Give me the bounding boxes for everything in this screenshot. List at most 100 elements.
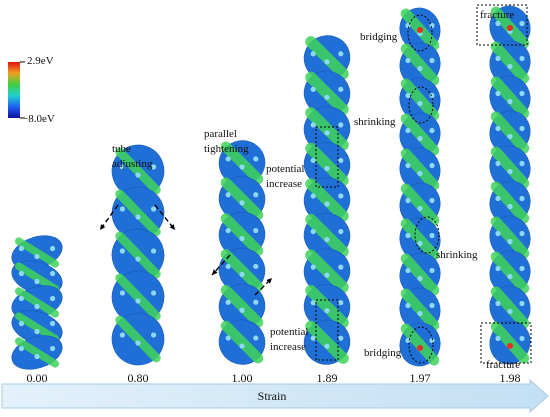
- atom-dot: [429, 92, 435, 99]
- strain-band: [14, 337, 60, 368]
- atom-dot: [18, 345, 24, 352]
- atom-dot: [338, 300, 344, 306]
- strain-band: [220, 249, 264, 292]
- atom-dot: [225, 227, 231, 234]
- strain-band: [400, 253, 440, 296]
- atom-dot: [50, 295, 56, 302]
- atom-dot: [338, 86, 344, 92]
- annotation-line: shrinking: [436, 249, 478, 261]
- atom-dot: [324, 94, 330, 100]
- atom-dot: [310, 264, 316, 270]
- strain-arrow: [1, 378, 549, 414]
- arrow-head: [212, 269, 218, 275]
- atom-dot: [519, 265, 525, 272]
- atom-dot: [50, 345, 56, 352]
- annotation: shrinking: [354, 116, 396, 128]
- atom-dot: [50, 245, 56, 252]
- atom-dot: [34, 353, 40, 360]
- annotation-line: bridging: [364, 347, 402, 359]
- atom-dot: [417, 310, 423, 317]
- atom-dot: [225, 263, 231, 270]
- atom-dot: [338, 122, 344, 128]
- axis-label: Strain: [258, 389, 287, 403]
- atom-dot: [239, 164, 245, 170]
- atom-dot: [507, 168, 513, 175]
- strain-band: [400, 218, 440, 261]
- atom-dot: [253, 156, 259, 162]
- atom-dot: [495, 300, 501, 307]
- atom-dot: [310, 335, 316, 341]
- strain-band: [400, 288, 440, 331]
- dashed-box: [480, 322, 532, 364]
- atom-dot: [239, 343, 245, 349]
- atom-dot: [135, 298, 141, 304]
- atom-dot: [338, 51, 344, 57]
- atom-dot: [324, 343, 330, 349]
- atom-dot: [135, 256, 141, 262]
- atom-dot: [338, 157, 344, 164]
- atom-dot: [324, 59, 330, 65]
- atom-dot: [34, 253, 40, 260]
- atom-dot: [417, 100, 423, 107]
- atom-dot: [239, 200, 245, 206]
- atom-dot: [495, 20, 501, 27]
- strain-label: 0.00: [27, 371, 48, 385]
- annotation-line: fracture: [486, 359, 520, 371]
- atom-dot: [495, 195, 501, 202]
- atom-dot: [519, 335, 525, 342]
- atom-dot: [405, 162, 411, 169]
- atom-dot: [253, 227, 259, 234]
- dashed-circle: [408, 326, 434, 364]
- strain-band: [490, 286, 530, 329]
- strain-band: [400, 43, 440, 86]
- atom-dot: [519, 125, 525, 132]
- strain-band: [220, 213, 264, 256]
- atom-dot: [310, 157, 316, 164]
- atom-dot: [495, 265, 501, 272]
- atom-dot: [429, 267, 435, 274]
- bond-hot: [507, 343, 513, 349]
- atom-dot: [225, 335, 231, 341]
- atom-dot: [429, 337, 435, 344]
- atom-dot: [495, 160, 501, 167]
- dashed-circle: [408, 86, 434, 124]
- atom-dot: [429, 232, 435, 239]
- arrow-head: [100, 224, 106, 230]
- atom-dot: [417, 275, 423, 282]
- atom-dot: [151, 290, 157, 296]
- atom-dot: [135, 340, 141, 346]
- atom-dot: [225, 299, 231, 305]
- atom-dot: [495, 55, 501, 62]
- atom-dot: [151, 248, 157, 254]
- strain-band: [305, 178, 349, 222]
- strain-band: [400, 183, 440, 226]
- atom-dot: [405, 92, 411, 99]
- atom-dot: [507, 133, 513, 140]
- annotation-line: potential: [266, 163, 305, 175]
- dashed-circle: [414, 216, 440, 254]
- atom-dot: [338, 193, 344, 199]
- bond-hot: [417, 345, 423, 351]
- atom-dot: [417, 240, 423, 247]
- annotation: bridging: [360, 31, 398, 43]
- atom-dot: [417, 170, 423, 177]
- annotation-line: adjusting: [112, 158, 153, 170]
- atom-dot: [119, 332, 125, 338]
- atom-dot: [151, 164, 157, 170]
- atom-dot: [338, 335, 344, 341]
- strain-band: [305, 213, 349, 258]
- colorbar-min: −8.0eV: [22, 113, 55, 125]
- strain-band: [115, 147, 161, 195]
- strain-band: [490, 321, 530, 364]
- strain-label: 1.97: [410, 371, 431, 385]
- strain-band: [14, 262, 60, 293]
- atom-dot: [417, 205, 423, 212]
- annotation-line: shrinking: [354, 116, 396, 128]
- strain-band: [305, 36, 349, 80]
- atom-dot: [151, 332, 157, 338]
- strain-band: [400, 78, 440, 121]
- arrow-head: [266, 278, 272, 284]
- atom-dot: [50, 270, 56, 277]
- atom-dot: [507, 273, 513, 280]
- strain-band: [220, 320, 264, 364]
